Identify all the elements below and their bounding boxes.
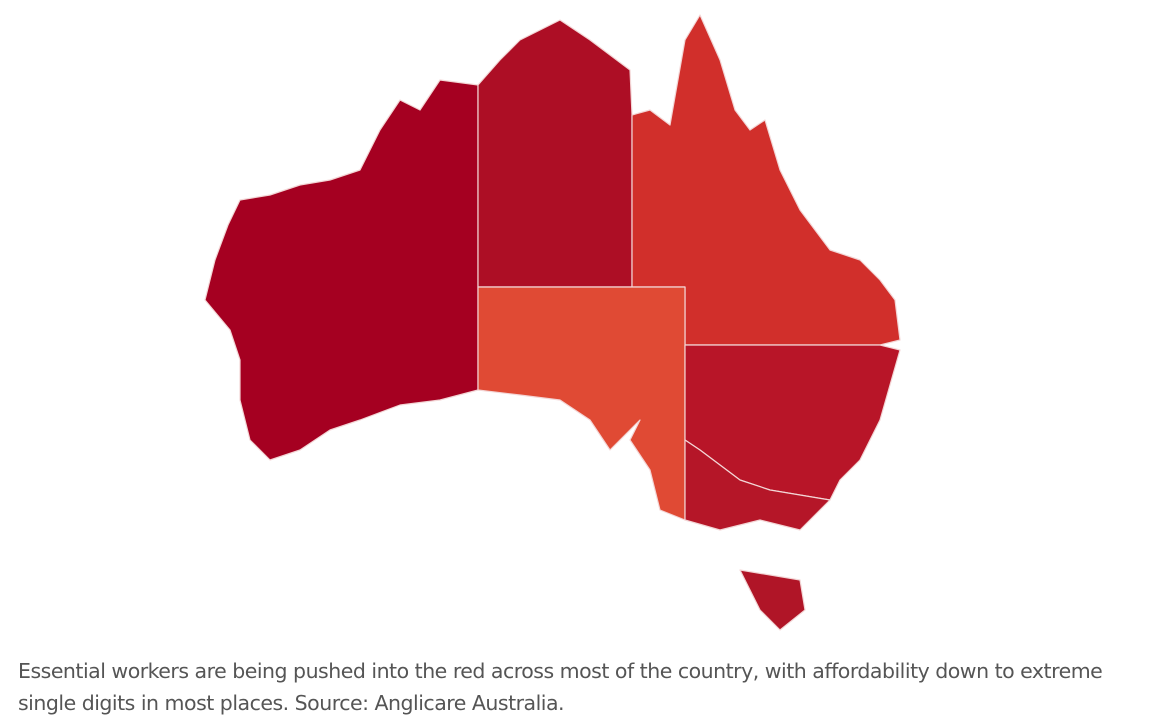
region-northern-territory xyxy=(477,19,633,288)
region-western-australia xyxy=(204,79,479,461)
region-south-australia xyxy=(477,286,686,521)
region-victoria xyxy=(684,439,831,531)
australia-choropleth-map xyxy=(204,14,901,631)
map-caption: Essential workers are being pushed into … xyxy=(18,659,1103,715)
region-tasmania xyxy=(739,569,806,631)
